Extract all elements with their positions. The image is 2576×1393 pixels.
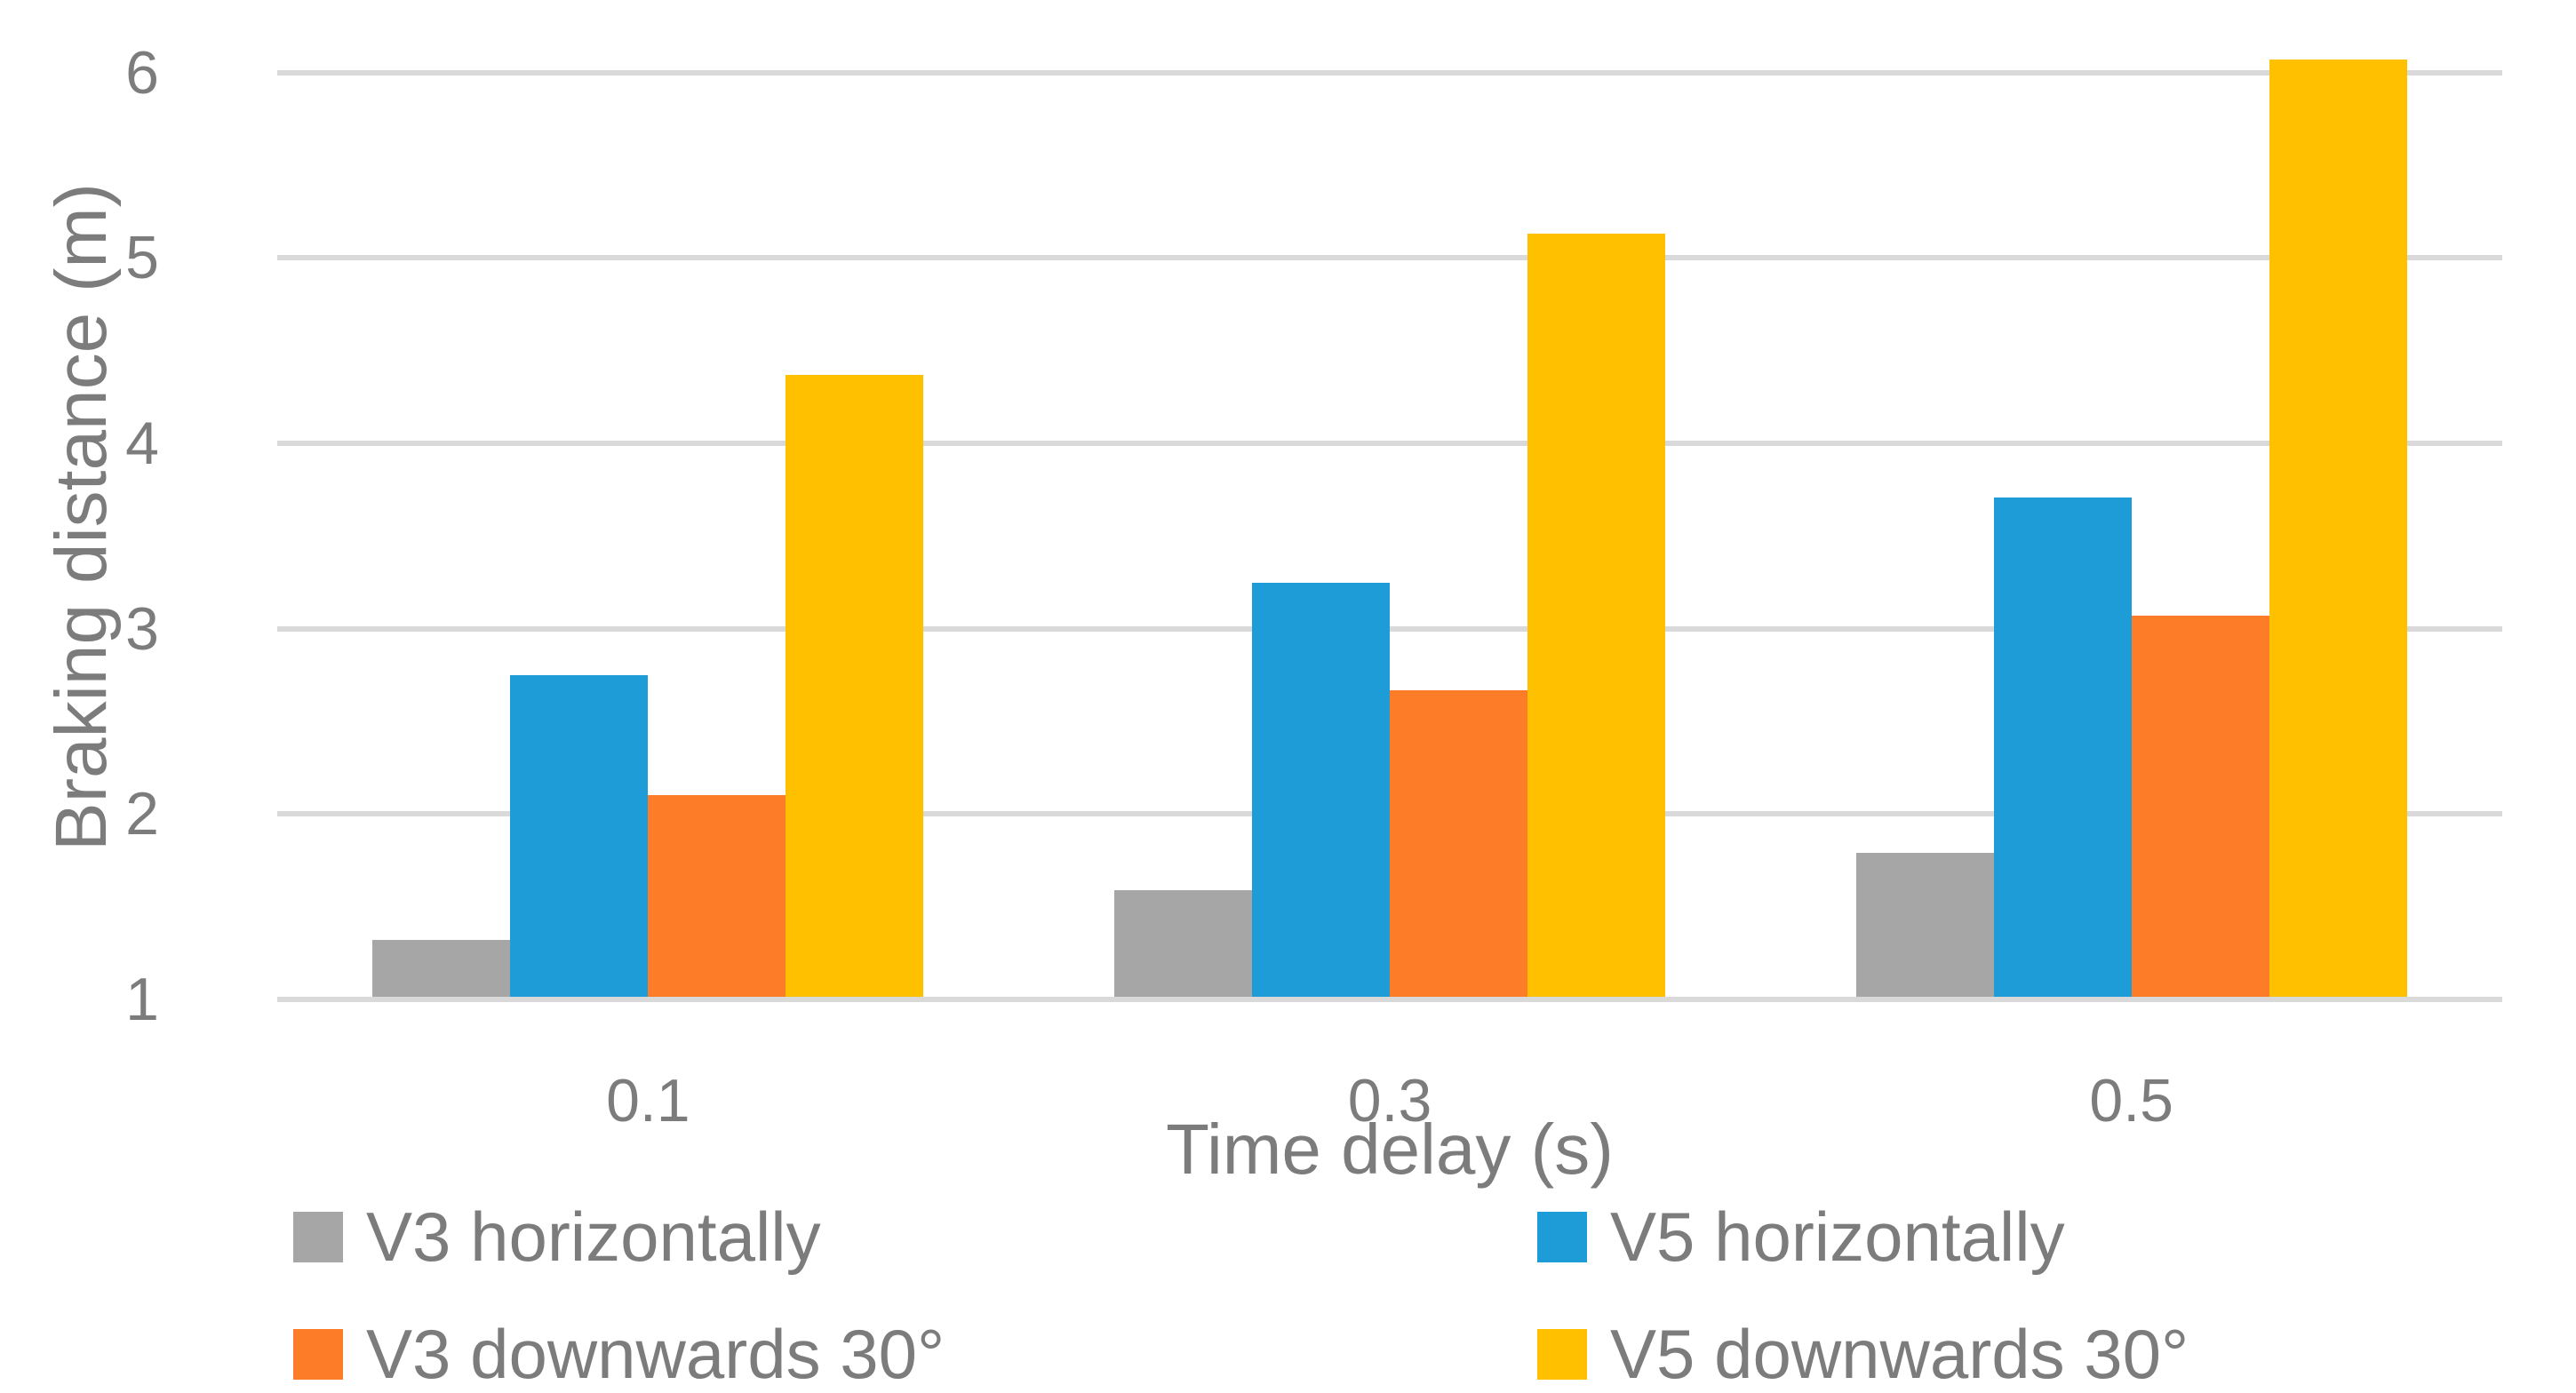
legend-swatch-icon <box>293 1329 343 1380</box>
legend-swatch-icon <box>293 1212 343 1262</box>
category-group-0.1 <box>277 36 1019 999</box>
x-tick-label-0.5: 0.5 <box>2089 1067 2173 1134</box>
y-tick-label-5: 5 <box>125 224 159 292</box>
gridline-y-5 <box>277 255 2502 261</box>
x-axis-title: Time delay (s) <box>1166 1110 1614 1189</box>
bar-v3-horizontally-0.1 <box>372 940 511 999</box>
legend-label: V3 horizontally <box>366 1198 821 1276</box>
gridline-y-6 <box>277 69 2502 76</box>
y-tick-label-4: 4 <box>125 410 159 478</box>
gridline-y-4 <box>277 441 2502 447</box>
y-tick-label-3: 3 <box>125 594 159 663</box>
bar-v5-downwards-30--0.5 <box>2269 60 2407 999</box>
legend-label: V3 downwards 30° <box>366 1315 945 1393</box>
gridline-y-1 <box>277 997 2502 1002</box>
legend-item-v5-downwards-30-: V5 downwards 30° <box>1537 1314 2189 1393</box>
bar-v5-horizontally-0.5 <box>1993 497 2132 999</box>
category-group-0.3 <box>1019 36 1761 999</box>
legend-item-v3-downwards-30-: V3 downwards 30° <box>293 1314 945 1393</box>
plot-area: 1 2 3 4 5 6 0.1 0.3 0.5 <box>125 36 2502 1134</box>
bar-v5-horizontally-0.3 <box>1251 582 1390 999</box>
legend-item-v3-horizontally: V3 horizontally <box>293 1197 821 1278</box>
bar-v3-downwards-30--0.3 <box>1389 689 1527 999</box>
category-group-0.5 <box>1760 36 2502 999</box>
legend-label: V5 horizontally <box>1610 1198 2065 1276</box>
y-tick-label-2: 2 <box>125 780 159 848</box>
y-tick-label-1: 1 <box>125 966 159 1033</box>
x-tick-label-0.3: 0.3 <box>1347 1067 1432 1134</box>
bar-v3-downwards-30--0.1 <box>648 795 786 999</box>
legend-label: V5 downwards 30° <box>1610 1315 2189 1393</box>
legend-swatch-icon <box>1537 1329 1587 1380</box>
x-tick-label-0.1: 0.1 <box>606 1067 690 1134</box>
bar-v5-horizontally-0.1 <box>510 674 649 999</box>
legend-swatch-icon <box>1537 1212 1587 1262</box>
bar-v5-downwards-30--0.3 <box>1527 234 1665 999</box>
bar-v3-downwards-30--0.5 <box>2131 616 2269 999</box>
legend-item-v5-horizontally: V5 horizontally <box>1537 1197 2065 1278</box>
gridline-y-3 <box>277 625 2502 632</box>
bar-v5-downwards-30--0.1 <box>786 374 924 999</box>
y-tick-label-6: 6 <box>125 38 159 107</box>
bar-v3-horizontally-0.5 <box>1855 853 1994 999</box>
bar-v3-horizontally-0.3 <box>1113 889 1252 999</box>
